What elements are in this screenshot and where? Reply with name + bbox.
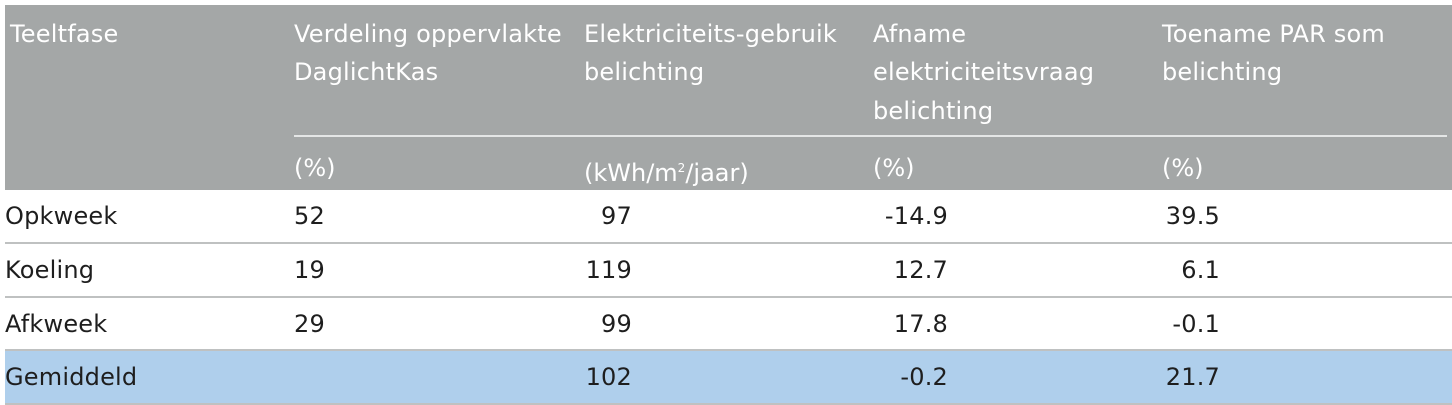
cell-toename: -0.1 bbox=[1172, 310, 1220, 338]
unit-gebruik-pre: (kWh/m bbox=[584, 159, 678, 187]
cell-fase: Opkweek bbox=[5, 202, 118, 230]
header-divider bbox=[294, 135, 1447, 137]
cell-verdeling: 52 bbox=[294, 202, 325, 230]
cell-afname: -14.9 bbox=[884, 202, 948, 230]
table-header: Teeltfase Verdeling oppervlakte Daglicht… bbox=[5, 5, 1452, 190]
table-row: Afkweek 29 99 17.8 -0.1 bbox=[5, 298, 1452, 350]
header-gebruik-line1: Elektriciteits-gebruik bbox=[584, 20, 838, 48]
header-toename-line1: Toename PAR som bbox=[1162, 20, 1385, 48]
row-divider bbox=[5, 349, 1452, 351]
table-row: Opkweek 52 97 -14.9 39.5 bbox=[5, 190, 1452, 242]
cell-verdeling: 19 bbox=[294, 256, 325, 284]
cell-verdeling: 29 bbox=[294, 310, 325, 338]
header-afname-line1: Afname bbox=[873, 20, 967, 48]
row-divider bbox=[5, 242, 1452, 244]
header-verdeling-line2: DaglichtKas bbox=[294, 58, 439, 86]
cell-fase: Koeling bbox=[5, 256, 95, 284]
row-divider bbox=[5, 296, 1452, 298]
cell-gebruik: 99 bbox=[601, 310, 632, 338]
cell-toename: 6.1 bbox=[1181, 256, 1220, 284]
cell-afname: -0.2 bbox=[900, 363, 948, 391]
unit-afname: (%) bbox=[873, 154, 915, 182]
unit-verdeling: (%) bbox=[294, 154, 336, 182]
unit-gebruik-sup: 2 bbox=[677, 161, 686, 175]
unit-toename: (%) bbox=[1162, 154, 1204, 182]
cell-fase: Gemiddeld bbox=[5, 363, 138, 391]
table-row: Koeling 19 119 12.7 6.1 bbox=[5, 244, 1452, 296]
unit-gebruik: (kWh/m2/jaar) bbox=[584, 149, 749, 192]
bottom-divider bbox=[5, 403, 1452, 405]
cell-gebruik: 119 bbox=[585, 256, 632, 284]
header-afname-line2: elektriciteitsvraag bbox=[873, 58, 1095, 86]
cell-toename: 39.5 bbox=[1165, 202, 1220, 230]
cell-gebruik: 97 bbox=[601, 202, 632, 230]
cell-toename: 21.7 bbox=[1165, 363, 1220, 391]
cell-afname: 17.8 bbox=[893, 310, 948, 338]
header-afname-line3: belichting bbox=[873, 97, 994, 125]
header-toename-line2: belichting bbox=[1162, 58, 1283, 86]
header-gebruik-line2: belichting bbox=[584, 58, 705, 86]
header-teeltfase: Teeltfase bbox=[10, 20, 119, 48]
cell-afname: 12.7 bbox=[893, 256, 948, 284]
cell-fase: Afkweek bbox=[5, 310, 108, 338]
header-verdeling-line1: Verdeling oppervlakte bbox=[294, 20, 562, 48]
unit-gebruik-post: /jaar) bbox=[685, 159, 749, 187]
cell-gebruik: 102 bbox=[585, 363, 632, 391]
total-row: Gemiddeld 102 -0.2 21.7 bbox=[5, 351, 1452, 403]
